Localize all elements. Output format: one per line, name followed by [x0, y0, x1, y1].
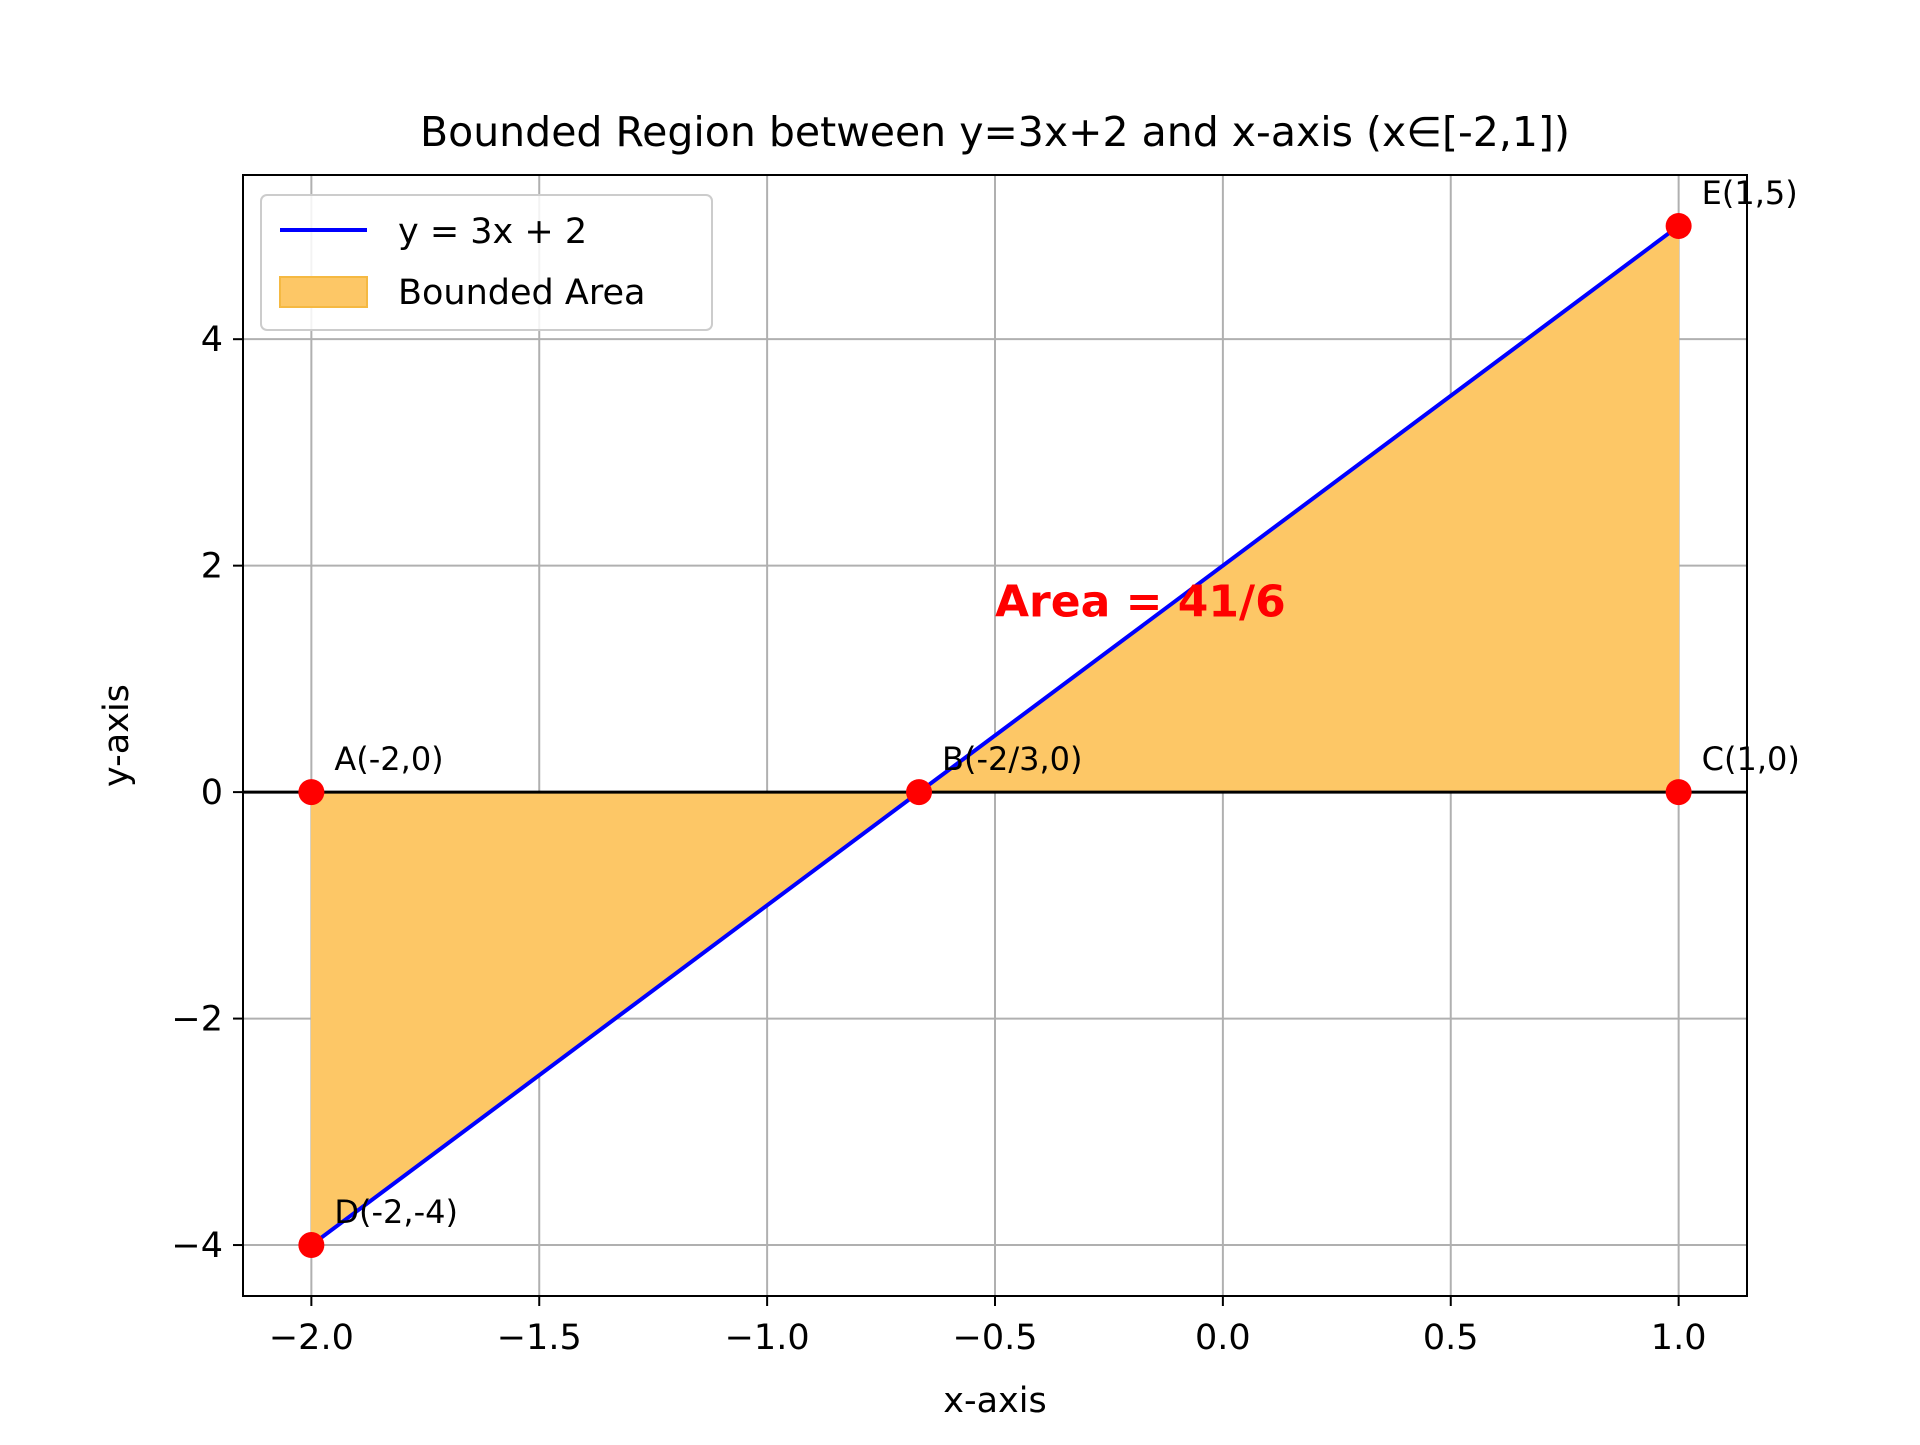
- data-point: [906, 779, 933, 806]
- data-point: [298, 1232, 325, 1259]
- x-ticks: −2.0 −1.5 −1.0 −0.5 0.0 0.5 1.0: [269, 1296, 1707, 1358]
- y-axis-label: y-axis: [97, 684, 137, 787]
- series-line: [310, 224, 1680, 1247]
- x-tick-label: 1.0: [1651, 1318, 1707, 1358]
- data-point: [1665, 779, 1692, 806]
- y-tick-label: 4: [201, 320, 223, 360]
- points-layer: A(-2,0) B(-2/3,0) C(1,0) D(-2,-4) E(1,5): [298, 174, 1800, 1259]
- x-tick-label: −0.5: [953, 1318, 1038, 1358]
- point-label: E(1,5): [1702, 174, 1798, 212]
- data-point: [298, 779, 325, 806]
- x-tick-label: 0.0: [1195, 1318, 1251, 1358]
- y-tick-label: −2: [171, 1000, 223, 1040]
- legend-fill-label: Bounded Area: [398, 273, 645, 313]
- point-label: A(-2,0): [334, 740, 443, 778]
- x-tick-label: −1.5: [497, 1318, 582, 1358]
- y-tick-label: −4: [171, 1226, 223, 1266]
- data-point: [1665, 212, 1692, 239]
- point-label: C(1,0): [1702, 740, 1800, 778]
- x-tick-label: −2.0: [269, 1318, 354, 1358]
- point-label: D(-2,-4): [334, 1193, 458, 1231]
- x-tick-label: 0.5: [1423, 1318, 1479, 1358]
- legend-box: [260, 194, 713, 331]
- x-axis-label: x-axis: [943, 1381, 1046, 1421]
- chart-title: Bounded Region between y=3x+2 and x-axis…: [420, 108, 1570, 156]
- point-label: B(-2/3,0): [942, 740, 1082, 778]
- series-layer: [310, 224, 1680, 1247]
- area-annotation: Area = 41/6: [995, 577, 1286, 628]
- legend-fill-swatch: [279, 276, 368, 308]
- x-tick-label: −1.0: [725, 1318, 810, 1358]
- legend-line-label: y = 3x + 2: [398, 212, 587, 252]
- y-ticks: −4 −2 0 2 4: [171, 320, 243, 1266]
- y-tick-label: 0: [201, 773, 223, 813]
- y-tick-label: 2: [201, 547, 223, 587]
- legend: y = 3x + 2 Bounded Area: [260, 194, 713, 331]
